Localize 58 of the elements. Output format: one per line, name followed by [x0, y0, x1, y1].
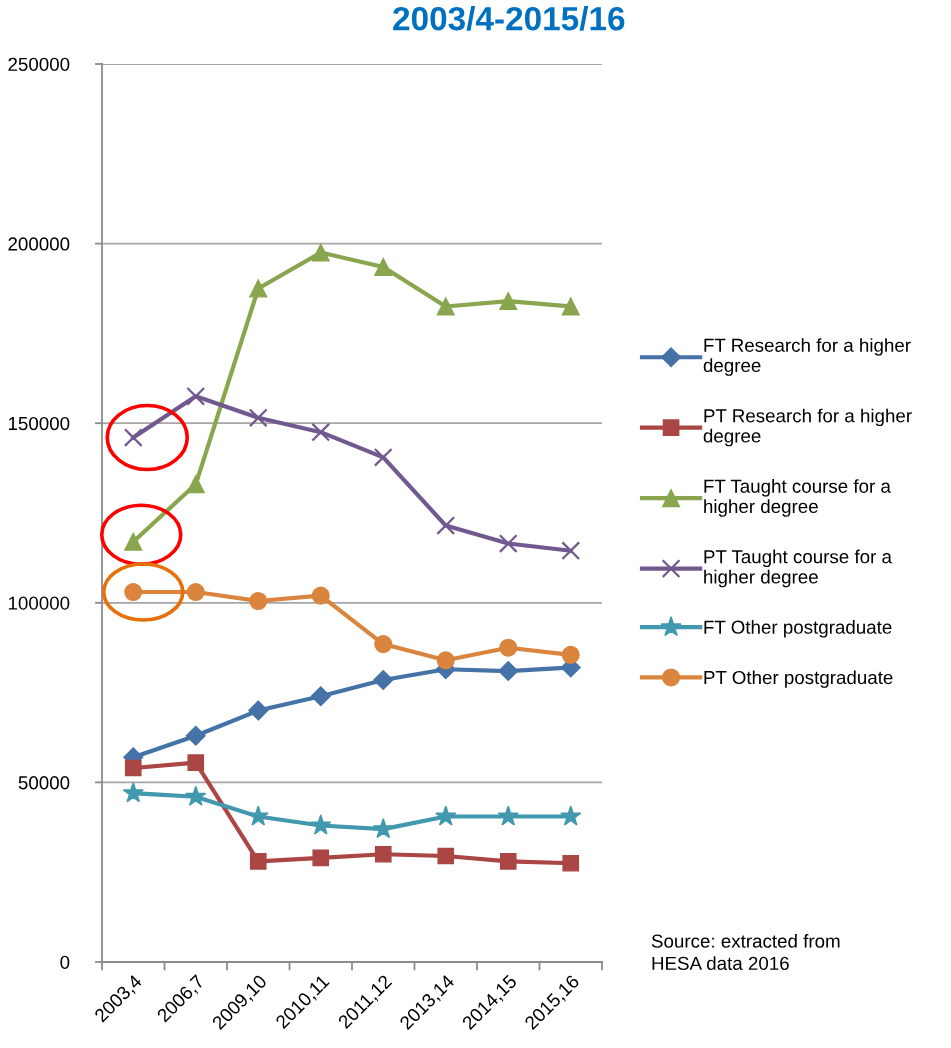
point [311, 243, 330, 262]
y-tick-label: 50000 [18, 776, 70, 790]
point [497, 805, 519, 826]
y-tick-label: 0 [60, 955, 70, 969]
point [123, 428, 143, 448]
point [373, 670, 394, 691]
point [124, 582, 143, 602]
point [499, 292, 518, 311]
point [310, 686, 331, 707]
point [436, 516, 456, 536]
chart-title: 2003/4-2015/16 [393, 6, 625, 31]
point [499, 638, 518, 657]
point [498, 534, 518, 553]
point [373, 447, 393, 467]
point [372, 817, 394, 839]
point [436, 297, 455, 316]
point [249, 853, 267, 870]
y-tick-label: 250000 [8, 57, 70, 71]
point [561, 541, 581, 561]
point [374, 845, 392, 863]
y-tick-label: 100000 [8, 596, 70, 610]
legend-label: FT Other postgraduate [704, 620, 892, 638]
y-tick-label: 150000 [8, 416, 70, 431]
point [248, 700, 269, 721]
point [311, 586, 330, 605]
legend-label: FT Taught course for a higher degree [704, 479, 891, 517]
point [249, 279, 268, 298]
point [310, 814, 332, 835]
point [562, 854, 580, 872]
legend-label: PT Taught course for a higher degree [704, 549, 892, 588]
point [187, 754, 205, 771]
y-tick-label: 200000 [8, 237, 70, 251]
point [185, 785, 207, 806]
legend-label: PT Research for a higher degree [703, 408, 912, 447]
legend-label: PT Other postgraduate [704, 670, 893, 688]
point [499, 853, 517, 870]
point [436, 651, 455, 670]
point [437, 847, 455, 865]
point [374, 635, 393, 654]
point [498, 661, 519, 682]
point [185, 725, 206, 746]
point [124, 532, 143, 551]
point [124, 759, 142, 777]
point [561, 645, 580, 664]
point [312, 849, 330, 867]
point [311, 422, 331, 442]
point [186, 582, 205, 602]
source-note: Source: extracted from HESA data 2016 [651, 934, 840, 971]
point [435, 805, 457, 826]
point [561, 297, 580, 316]
point [186, 386, 206, 406]
point [374, 257, 393, 276]
point [560, 805, 582, 826]
legend-label: FT Research for a higher degree [703, 338, 911, 376]
point [122, 782, 144, 803]
point [186, 475, 205, 494]
point [248, 408, 268, 428]
point [249, 591, 268, 611]
